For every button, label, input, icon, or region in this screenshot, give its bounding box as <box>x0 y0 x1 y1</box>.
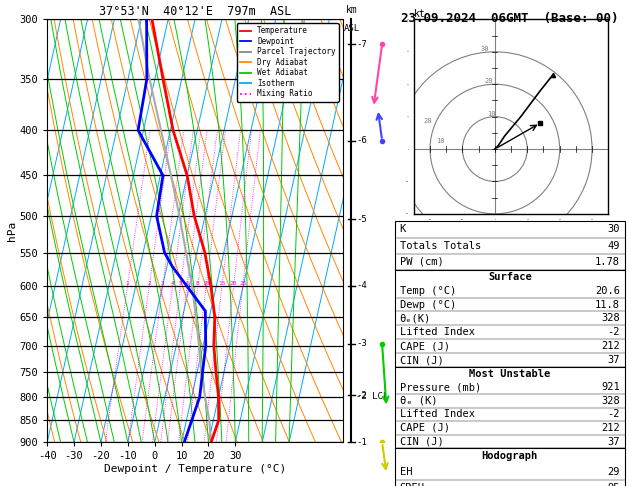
Text: 4: 4 <box>170 281 174 286</box>
Y-axis label: hPa: hPa <box>7 221 16 241</box>
Text: -5: -5 <box>356 215 367 224</box>
Text: PW (cm): PW (cm) <box>399 257 443 267</box>
Text: 25: 25 <box>239 281 247 286</box>
Text: -4: -4 <box>356 281 367 290</box>
Text: Temp (°C): Temp (°C) <box>399 286 456 295</box>
Text: Lifted Index: Lifted Index <box>399 327 475 337</box>
Text: 3: 3 <box>161 281 165 286</box>
Text: -2: -2 <box>608 409 620 419</box>
Text: 20: 20 <box>484 78 493 84</box>
Title: 37°53'N  40°12'E  797m  ASL: 37°53'N 40°12'E 797m ASL <box>99 5 291 18</box>
Text: ASL: ASL <box>343 24 360 33</box>
Text: -1: -1 <box>356 438 367 447</box>
Text: 20: 20 <box>423 118 432 124</box>
Legend: Temperature, Dewpoint, Parcel Trajectory, Dry Adiabat, Wet Adiabat, Isotherm, Mi: Temperature, Dewpoint, Parcel Trajectory… <box>237 23 339 102</box>
Text: Pressure (mb): Pressure (mb) <box>399 382 481 392</box>
Bar <box>395 221 625 270</box>
Text: θₑ (K): θₑ (K) <box>399 396 437 406</box>
Text: -3: -3 <box>356 339 367 348</box>
Text: -7: -7 <box>356 40 367 49</box>
Text: 10: 10 <box>487 111 496 117</box>
Text: CIN (J): CIN (J) <box>399 355 443 365</box>
Text: 11.8: 11.8 <box>595 299 620 310</box>
Text: 5: 5 <box>179 281 182 286</box>
Text: km: km <box>345 5 357 15</box>
Text: 921: 921 <box>601 382 620 392</box>
Text: -2 LCL: -2 LCL <box>356 392 389 401</box>
Text: 328: 328 <box>601 313 620 323</box>
Text: 29: 29 <box>608 468 620 477</box>
Bar <box>395 270 625 367</box>
Text: SREH: SREH <box>399 484 425 486</box>
Text: CIN (J): CIN (J) <box>399 436 443 447</box>
Text: Totals Totals: Totals Totals <box>399 241 481 251</box>
Text: 212: 212 <box>601 341 620 351</box>
Text: Lifted Index: Lifted Index <box>399 409 475 419</box>
Text: 20.6: 20.6 <box>595 286 620 295</box>
Text: 49: 49 <box>608 241 620 251</box>
Text: K: K <box>399 225 406 234</box>
Text: 37: 37 <box>608 436 620 447</box>
Text: 1.78: 1.78 <box>595 257 620 267</box>
Text: 30: 30 <box>608 225 620 234</box>
X-axis label: Dewpoint / Temperature (°C): Dewpoint / Temperature (°C) <box>104 464 286 474</box>
Text: EH: EH <box>399 468 412 477</box>
Text: 212: 212 <box>601 423 620 433</box>
Text: Dewp (°C): Dewp (°C) <box>399 299 456 310</box>
Text: 6: 6 <box>185 281 189 286</box>
Text: 37: 37 <box>608 355 620 365</box>
Text: 20: 20 <box>230 281 237 286</box>
Text: -6: -6 <box>356 136 367 145</box>
Bar <box>395 448 625 486</box>
Text: 8: 8 <box>196 281 199 286</box>
Bar <box>395 367 625 448</box>
Text: 95: 95 <box>608 484 620 486</box>
Text: 10: 10 <box>437 138 445 143</box>
Text: 328: 328 <box>601 396 620 406</box>
Text: 10: 10 <box>203 281 210 286</box>
Text: Surface: Surface <box>488 272 532 282</box>
Text: 23.09.2024  06GMT  (Base: 00): 23.09.2024 06GMT (Base: 00) <box>401 12 619 25</box>
Text: Hodograph: Hodograph <box>482 451 538 461</box>
Text: -2: -2 <box>608 327 620 337</box>
Text: 1: 1 <box>126 281 130 286</box>
Text: -2: -2 <box>356 391 367 400</box>
Text: CAPE (J): CAPE (J) <box>399 423 450 433</box>
Text: CAPE (J): CAPE (J) <box>399 341 450 351</box>
Text: Most Unstable: Most Unstable <box>469 369 550 379</box>
Text: 30: 30 <box>481 46 489 52</box>
Text: θₑ(K): θₑ(K) <box>399 313 431 323</box>
Text: 2: 2 <box>147 281 151 286</box>
Text: 15: 15 <box>218 281 226 286</box>
Text: kt: kt <box>414 9 426 19</box>
